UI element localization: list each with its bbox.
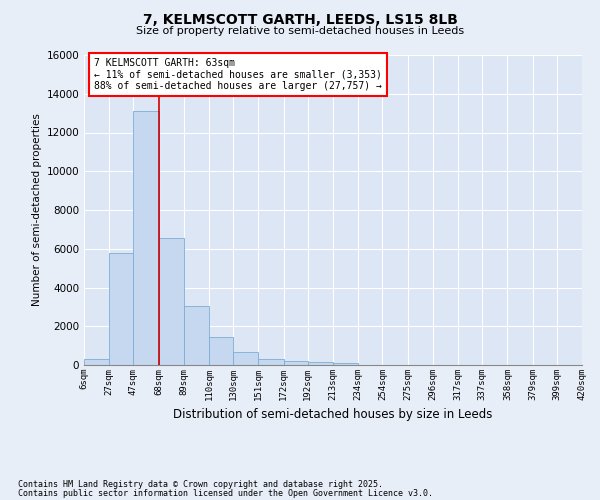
Bar <box>158 238 184 365</box>
Bar <box>259 359 284 365</box>
Bar <box>308 362 333 365</box>
Bar <box>84 359 109 365</box>
Text: 7, KELMSCOTT GARTH, LEEDS, LS15 8LB: 7, KELMSCOTT GARTH, LEEDS, LS15 8LB <box>143 12 457 26</box>
Y-axis label: Number of semi-detached properties: Number of semi-detached properties <box>32 114 42 306</box>
Bar <box>109 252 133 365</box>
Text: Contains HM Land Registry data © Crown copyright and database right 2025.: Contains HM Land Registry data © Crown c… <box>18 480 383 489</box>
Bar <box>233 352 259 365</box>
Text: 7 KELMSCOTT GARTH: 63sqm
← 11% of semi-detached houses are smaller (3,353)
88% o: 7 KELMSCOTT GARTH: 63sqm ← 11% of semi-d… <box>94 58 382 92</box>
Bar <box>333 364 358 365</box>
Text: Size of property relative to semi-detached houses in Leeds: Size of property relative to semi-detach… <box>136 26 464 36</box>
Text: Contains public sector information licensed under the Open Government Licence v3: Contains public sector information licen… <box>18 488 433 498</box>
Bar <box>184 306 209 365</box>
Bar <box>209 337 233 365</box>
X-axis label: Distribution of semi-detached houses by size in Leeds: Distribution of semi-detached houses by … <box>173 408 493 422</box>
Bar <box>284 361 308 365</box>
Bar <box>133 111 158 365</box>
